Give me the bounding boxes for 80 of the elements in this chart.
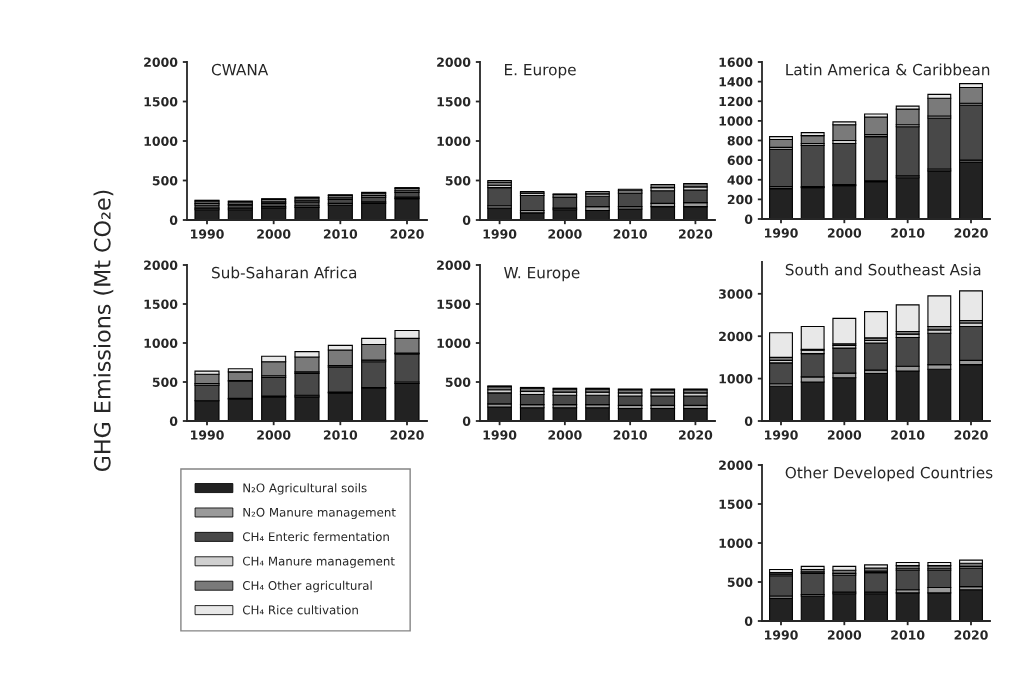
y-tick-label: 500 — [152, 377, 178, 387]
y-tick-label: 0 — [169, 416, 178, 426]
x-tick-label: 1990 — [483, 229, 517, 239]
y-tick-label: 1000 — [437, 136, 471, 146]
y-tick-label: 1000 — [719, 374, 753, 384]
x-tick-label: 2010 — [891, 630, 925, 640]
y-tick-label: 1000 — [144, 338, 178, 348]
y-tick-label: 2000 — [144, 57, 178, 67]
x-tick-label: 2000 — [827, 630, 862, 640]
x-tick-label: 2000 — [827, 430, 862, 440]
x-tick-label: 2020 — [679, 229, 713, 239]
x-tick-label: 2000 — [257, 229, 291, 239]
x-tick-label: 1990 — [483, 430, 517, 440]
y-tick-label: 1500 — [437, 96, 471, 107]
y-tick-label: 0 — [744, 214, 753, 224]
y-tick-label: 2000 — [719, 331, 753, 342]
chart-title: E. Europe — [505, 64, 576, 79]
x-tick-label: 2000 — [548, 430, 582, 440]
x-tick-label: 2000 — [827, 228, 862, 238]
chart-title: Other Developed Countries — [785, 466, 993, 482]
y-tick-label: 2000 — [437, 57, 471, 67]
x-tick-label: 2010 — [613, 430, 647, 440]
legend-label: CH₄ Enteric fermentation — [242, 532, 389, 542]
y-tick-label: 500 — [727, 577, 753, 587]
y-tick-label: 2000 — [719, 460, 753, 470]
y-tick-label: 1000 — [719, 538, 753, 548]
chart-title: South and Southeast Asia — [785, 263, 981, 276]
x-tick-label: 2010 — [323, 430, 358, 440]
y-tick-label: 1400 — [719, 77, 753, 87]
x-tick-label: 2020 — [679, 430, 713, 440]
y-tick-label: 0 — [462, 215, 471, 225]
y-tick-label: 1600 — [719, 57, 753, 67]
y-tick-label: 2000 — [144, 260, 178, 270]
y-tick-label: 1000 — [719, 116, 753, 126]
x-tick-label: 2010 — [891, 228, 925, 238]
x-tick-label: 2000 — [548, 229, 582, 239]
y-tick-label: 1500 — [144, 299, 178, 309]
y-tick-label: 0 — [744, 616, 753, 626]
y-tick-label: 0 — [462, 416, 471, 426]
chart-title: Sub-Saharan Africa — [212, 266, 357, 279]
x-tick-label: 1990 — [191, 229, 224, 239]
x-tick-label: 2020 — [954, 430, 988, 440]
y-tick-label: 1500 — [719, 499, 753, 509]
y-tick-label: 500 — [152, 175, 178, 186]
x-tick-label: 2010 — [891, 430, 925, 440]
y-tick-label: 500 — [445, 377, 471, 387]
chart-title: Latin America & Caribbean — [786, 63, 990, 76]
x-tick-label: 2020 — [390, 430, 424, 440]
y-tick-label: 3000 — [719, 289, 753, 299]
x-tick-label: 2020 — [390, 229, 424, 239]
y-tick-label: 1000 — [144, 136, 178, 146]
x-tick-label: 2010 — [323, 229, 358, 239]
y-axis-title: GHG Emissions (Mt CO₂e) — [93, 190, 114, 472]
legend-label: N₂O Agricultural soils — [243, 483, 367, 495]
y-tick-label: 200 — [727, 194, 753, 205]
legend-label: N₂O Manure management — [243, 507, 396, 520]
y-tick-label: 0 — [744, 416, 753, 426]
y-tick-label: 800 — [727, 135, 753, 146]
y-tick-label: 1200 — [719, 96, 753, 107]
y-tick-label: 0 — [169, 215, 178, 225]
y-tick-label: 400 — [727, 175, 753, 185]
x-tick-label: 2000 — [257, 430, 291, 440]
x-tick-label: 1990 — [191, 430, 224, 440]
legend-label: CH₄ Manure management — [242, 556, 395, 568]
y-tick-label: 600 — [727, 155, 753, 166]
y-tick-label: 500 — [445, 175, 471, 186]
x-tick-label: 2020 — [954, 630, 988, 640]
x-tick-label: 2010 — [613, 229, 647, 239]
chart-title: CWANA — [211, 63, 269, 76]
x-tick-label: 2020 — [954, 228, 988, 238]
y-tick-label: 1000 — [437, 338, 471, 348]
y-tick-label: 1500 — [437, 299, 471, 309]
x-tick-label: 1990 — [765, 630, 798, 640]
x-tick-label: 1990 — [765, 430, 798, 440]
x-tick-label: 1990 — [765, 228, 798, 238]
legend-label: CH₄ Other agricultural — [242, 580, 372, 593]
legend-label: CH₄ Rice cultivation — [242, 605, 358, 615]
chart-title: W. Europe — [504, 267, 580, 282]
y-tick-label: 2000 — [437, 260, 471, 270]
y-tick-label: 1500 — [144, 96, 178, 107]
